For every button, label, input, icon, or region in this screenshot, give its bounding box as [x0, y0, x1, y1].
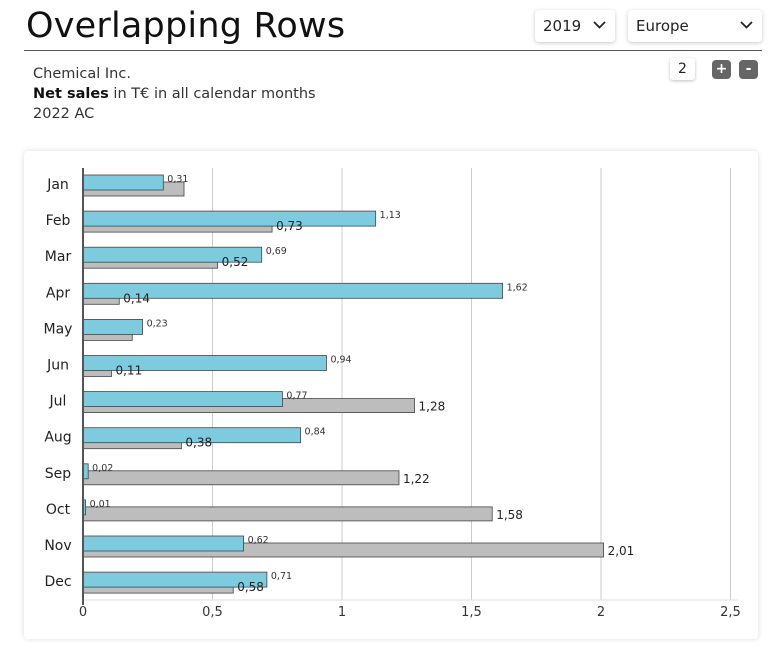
- data-label-ac: 0,69: [266, 246, 287, 257]
- data-label-py: 0,58: [237, 580, 264, 594]
- category-label: Feb: [46, 213, 71, 229]
- data-label-ac: 0,23: [147, 318, 168, 329]
- category-label: Aug: [44, 430, 71, 446]
- data-label-ac: 0,94: [330, 355, 351, 366]
- x-tick-label: 2: [597, 605, 605, 620]
- data-label-ac: 0,84: [305, 427, 326, 438]
- category-label: Jan: [46, 177, 69, 193]
- data-label-py: 0,38: [185, 436, 212, 450]
- data-label-ac: 0,02: [92, 463, 113, 474]
- count-display: 2: [670, 58, 695, 80]
- region-select[interactable]: Europe: [628, 10, 762, 42]
- category-label: Jun: [46, 358, 69, 374]
- data-label-ac: 1,62: [507, 282, 528, 293]
- plus-button[interactable]: +: [712, 60, 731, 79]
- x-tick-label: 1: [338, 605, 346, 620]
- bar-ac: [82, 535, 244, 552]
- data-label-ac: 0,62: [248, 535, 269, 546]
- minus-button[interactable]: -: [739, 60, 758, 79]
- bar-ac: [82, 210, 377, 227]
- year-select-value: 2019: [543, 17, 582, 35]
- x-tick-label: 2,5: [720, 605, 741, 620]
- measure-line: Net sales in T€ in all calendar months: [33, 84, 316, 104]
- bar-ac: [82, 391, 283, 408]
- data-label-py: 0,11: [115, 364, 142, 378]
- category-label: Oct: [46, 502, 71, 518]
- region-select-value: Europe: [636, 17, 689, 35]
- title-divider: [24, 50, 762, 51]
- bar-ac: [82, 318, 143, 335]
- data-label-ac: 1,13: [380, 210, 401, 221]
- x-tick-label: 0,5: [202, 605, 223, 620]
- year-select[interactable]: 2019: [535, 10, 615, 42]
- data-label-py: 1,28: [419, 400, 446, 414]
- data-label-ac: 0,31: [167, 174, 188, 185]
- x-tick-label: 1,5: [461, 605, 482, 620]
- category-label: Nov: [44, 538, 71, 554]
- data-label-py: 0,73: [276, 219, 303, 233]
- bar-ac: [82, 174, 164, 191]
- data-label-py: 2,01: [608, 544, 635, 558]
- chart-card: 0 0,5 1 1,5 2 2,5 Jan 0,31 Feb 0,73 1,13 Mar 0,52 0,6…: [24, 151, 758, 639]
- bar-chart: 0 0,5 1 1,5 2 2,5 Jan 0,31 Feb 0,73 1,13 Mar 0,52 0,6…: [44, 168, 741, 620]
- bar-py: [82, 506, 493, 522]
- category-label: May: [44, 321, 73, 337]
- data-label-ac: 0,01: [90, 499, 111, 510]
- category-label: Sep: [45, 466, 72, 482]
- category-label: Apr: [46, 285, 70, 301]
- category-label: Dec: [44, 574, 71, 590]
- data-label-ac: 0,71: [271, 571, 292, 582]
- x-tick-label: 0: [79, 605, 87, 620]
- data-label-ac: 0,77: [286, 391, 307, 402]
- chevron-down-icon: [593, 21, 606, 29]
- chart-info: Chemical Inc. Net sales in T€ in all cal…: [33, 64, 316, 124]
- page-title: Overlapping Rows: [26, 6, 346, 46]
- category-label: Mar: [45, 249, 72, 265]
- category-label: Jul: [49, 394, 67, 410]
- data-label-py: 1,22: [403, 472, 430, 486]
- bar-py: [82, 470, 400, 486]
- company-name: Chemical Inc.: [33, 66, 131, 82]
- chevron-down-icon: [740, 21, 753, 29]
- measure-description: in T€ in all calendar months: [108, 86, 316, 102]
- measure-name: Net sales: [33, 86, 109, 102]
- data-label-py: 0,14: [123, 291, 150, 305]
- data-label-py: 1,58: [496, 508, 523, 522]
- scenario-label: 2022 AC: [33, 106, 95, 122]
- data-label-py: 0,52: [222, 255, 249, 269]
